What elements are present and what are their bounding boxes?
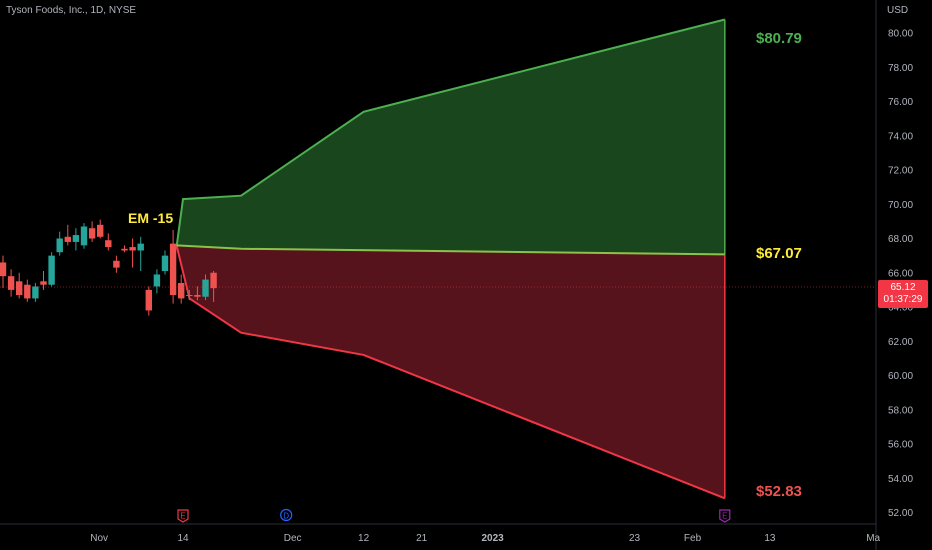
upper-range-line (175, 18, 726, 248)
lower-range-fill (176, 245, 725, 499)
y-tick-label: 58.00 (888, 405, 913, 416)
y-tick-label: 72.00 (888, 166, 913, 177)
candle-body (64, 236, 71, 242)
candle-body (169, 243, 177, 296)
y-tick-label: 62.00 (888, 337, 913, 348)
x-tick-label: Ma (866, 533, 880, 544)
em-annotation-label: EM -15 (128, 210, 174, 226)
bar-countdown: 01:37:29 (883, 294, 923, 305)
lower-range-line (175, 245, 726, 500)
event-marker-label: D (283, 512, 289, 521)
x-tick-label: Dec (284, 533, 302, 544)
candles-layer (0, 219, 217, 316)
candle-body (202, 279, 209, 297)
candle-body (16, 281, 23, 296)
y-tick-label: 78.00 (888, 63, 913, 74)
y-tick-label: 52.00 (888, 508, 913, 519)
candle-body (7, 276, 15, 290)
x-tick-label: 2023 (481, 533, 504, 544)
y-tick-label: 66.00 (888, 268, 913, 279)
x-tick-label: 21 (416, 533, 428, 544)
candle-body (113, 260, 120, 268)
upper-target-label: $80.79 (756, 30, 802, 47)
candle-body (145, 289, 152, 311)
candle-body (194, 295, 201, 297)
y-tick-label: 70.00 (888, 200, 913, 211)
mid-range-line (176, 244, 725, 256)
x-tick-label: Feb (684, 533, 702, 544)
x-tick-label: 23 (629, 533, 641, 544)
y-tick-label: 80.00 (888, 29, 913, 40)
y-tick-label: 64.00 (888, 303, 913, 314)
candle-body (137, 243, 144, 251)
candle-body (97, 224, 104, 237)
mid-target-label: $67.07 (756, 245, 802, 262)
candle-body (161, 255, 169, 272)
candle-body (80, 226, 88, 246)
dividend-marker-icon (280, 508, 293, 522)
price-axis[interactable]: 52.00 54.00 56.00 58.00 60.00 62.00 64.00 66.00… (888, 29, 913, 520)
y-tick-label: 68.00 (888, 234, 913, 245)
y-tick-label: 54.00 (888, 474, 913, 485)
currency-label: USD (887, 5, 909, 16)
candle-body (72, 235, 80, 242)
event-marker-label: E (180, 512, 185, 521)
candle-body (105, 240, 112, 248)
candle-body (178, 283, 185, 299)
candle-body (153, 274, 161, 287)
y-tick-label: 60.00 (888, 371, 913, 382)
candle-body (56, 238, 63, 253)
last-price-badge: 65.12 01:37:29 (878, 280, 928, 308)
x-tick-label: 12 (358, 533, 370, 544)
last-price-value: 65.12 (890, 282, 916, 293)
x-tick-label: 13 (764, 533, 776, 544)
candle-body (121, 248, 128, 251)
expected-move-layer (175, 18, 726, 500)
symbol-title: Tyson Foods, Inc., 1D, NYSE (6, 5, 137, 16)
x-tick-label: 14 (177, 533, 189, 544)
candle-body (129, 247, 136, 251)
y-tick-label: 56.00 (888, 440, 913, 451)
time-axis[interactable]: Nov 14 Dec 12 21 2023 23 Feb 13 Ma (90, 533, 880, 544)
candle-body (24, 284, 31, 299)
candle-body (48, 255, 55, 285)
y-tick-label: 74.00 (888, 131, 913, 142)
earnings-marker-icon (177, 509, 189, 523)
candle-body (40, 281, 47, 285)
y-tick-label: 76.00 (888, 97, 913, 108)
candle-body (0, 262, 7, 277)
candle-body (186, 295, 193, 297)
upper-range-fill (176, 19, 725, 255)
x-tick-label: Nov (90, 533, 108, 544)
event-marker-label: E (722, 512, 727, 521)
candle-body (88, 228, 96, 239)
candle-body (210, 272, 217, 289)
earnings-marker-icon (719, 509, 731, 523)
candle-body (32, 286, 39, 299)
lower-target-label: $52.83 (756, 483, 802, 500)
